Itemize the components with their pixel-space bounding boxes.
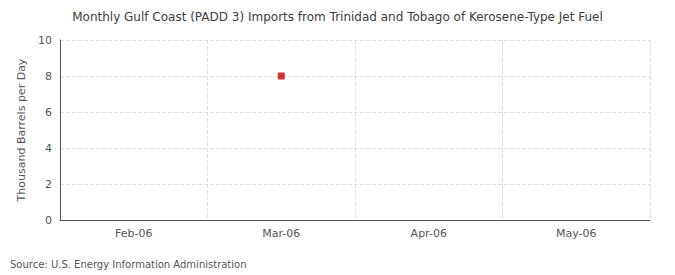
svg-text:Feb-06: Feb-06 <box>115 227 152 240</box>
svg-text:Thousand Barrels per Day: Thousand Barrels per Day <box>15 58 28 202</box>
svg-text:2: 2 <box>45 178 52 191</box>
svg-text:10: 10 <box>38 34 52 47</box>
svg-text:0: 0 <box>45 214 52 227</box>
svg-text:May-06: May-06 <box>556 227 597 240</box>
svg-text:Apr-06: Apr-06 <box>411 227 447 240</box>
svg-text:4: 4 <box>45 142 52 155</box>
svg-text:8: 8 <box>45 70 52 83</box>
svg-text:6: 6 <box>45 106 52 119</box>
svg-text:Monthly Gulf Coast (PADD 3) Im: Monthly Gulf Coast (PADD 3) Imports from… <box>72 10 603 24</box>
svg-text:Mar-06: Mar-06 <box>262 227 300 240</box>
svg-text:Source: U.S. Energy Informatio: Source: U.S. Energy Information Administ… <box>10 259 247 270</box>
